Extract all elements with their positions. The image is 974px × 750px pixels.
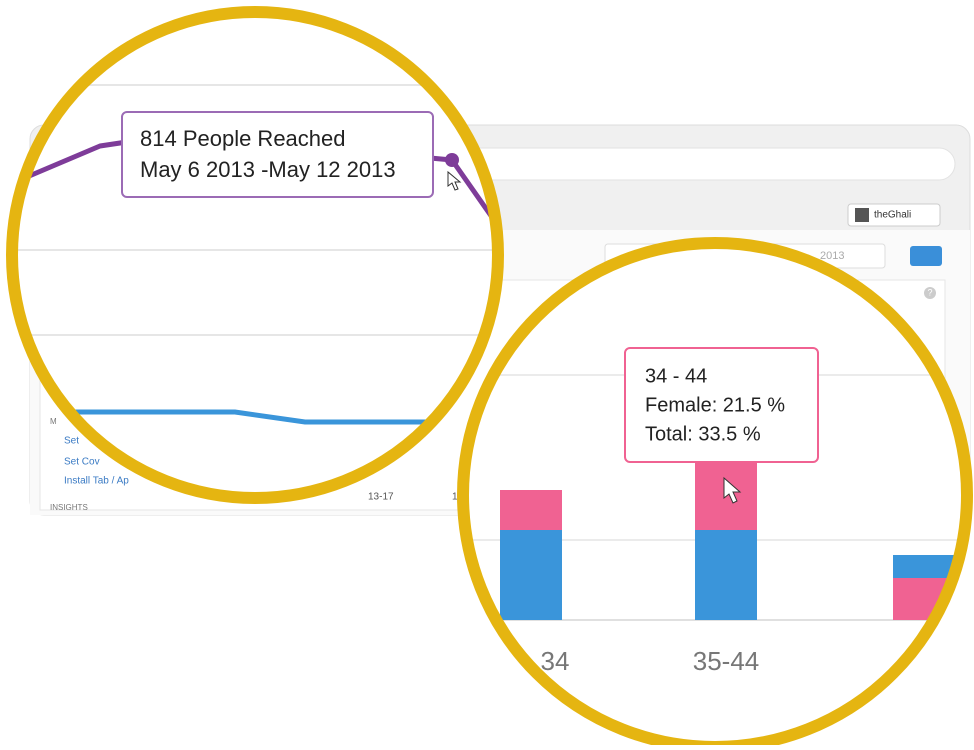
sidebar-section: INSIGHTS xyxy=(50,503,88,512)
bar-male[interactable] xyxy=(695,530,757,620)
sidebar-heading: M xyxy=(50,417,57,426)
axis-label: 13-17 xyxy=(368,492,394,503)
axis-label: 35-44 xyxy=(693,646,760,676)
reach-zoom: 814 People Reached May 6 2013 -May 12 20… xyxy=(12,12,498,498)
user-button[interactable]: theGhali xyxy=(847,203,941,227)
cursor xyxy=(447,170,462,191)
tooltip-line: May 6 2013 -May 12 2013 xyxy=(140,157,396,182)
tooltip-line: 814 People Reached xyxy=(140,126,346,151)
blue-line xyxy=(15,409,445,425)
date-text: 2013 xyxy=(820,250,844,262)
tooltip-line: Total: 33.5 % xyxy=(645,423,761,445)
sidebar-link[interactable]: Set xyxy=(64,436,79,447)
age-zoom: 34 35-44 34 - 44 Female: 21.5 % Total: 3… xyxy=(463,243,967,747)
age-tooltip: 34 - 44 Female: 21.5 % Total: 33.5 % xyxy=(624,347,819,463)
help-icon[interactable] xyxy=(924,287,936,299)
sidebar-link[interactable]: Set Cov xyxy=(64,457,100,468)
reach-point[interactable] xyxy=(445,153,459,167)
bar-male xyxy=(500,530,562,620)
zoom-ring xyxy=(6,6,504,504)
axis-label: 1 xyxy=(452,492,458,503)
tooltip-title: 34 - 44 xyxy=(645,365,707,387)
bar-female xyxy=(500,490,562,530)
user-name: theGhali xyxy=(874,210,911,221)
help-text: ? xyxy=(927,287,932,297)
reach-tooltip: 814 People Reached May 6 2013 -May 12 20… xyxy=(121,111,434,198)
export-button[interactable] xyxy=(910,246,942,266)
bar-male xyxy=(893,555,955,578)
cursor xyxy=(723,476,742,504)
sidebar-link[interactable]: Install Tab / Ap xyxy=(64,476,129,487)
axis-label: 34 xyxy=(541,646,570,676)
tooltip-line: Female: 21.5 % xyxy=(645,394,785,416)
